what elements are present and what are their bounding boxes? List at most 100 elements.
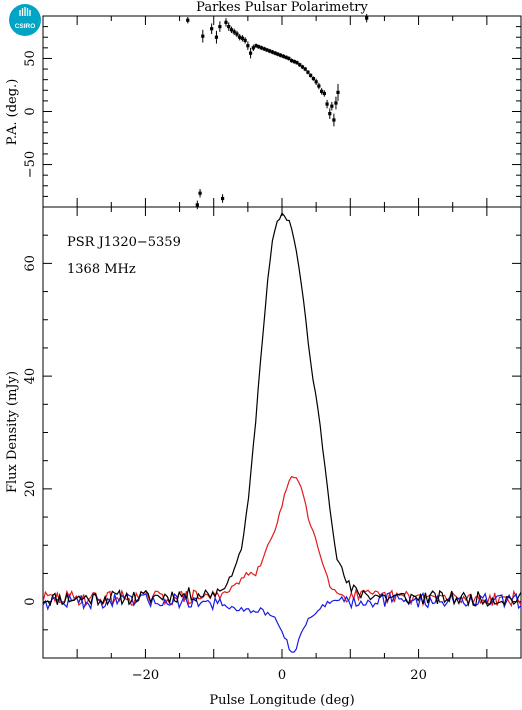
pa-y-tick-label: 50	[23, 50, 38, 67]
pa-point	[365, 13, 369, 23]
pa-point-marker	[309, 73, 313, 78]
pa-point-marker	[218, 25, 222, 29]
pa-point-marker	[210, 27, 214, 31]
pa-point	[276, 52, 280, 57]
pa-point-marker	[325, 102, 329, 106]
pa-point	[214, 30, 219, 44]
pa-point-marker	[276, 52, 280, 56]
pa-point	[332, 113, 336, 127]
flux-x-tick-label: 20	[410, 668, 427, 683]
pa-point	[235, 30, 239, 38]
pa-point-marker	[279, 53, 283, 57]
pa-point-marker	[292, 60, 296, 64]
pa-point-marker	[257, 45, 261, 49]
pa-point-marker	[270, 50, 275, 54]
pa-point-marker	[227, 25, 231, 29]
pa-point	[232, 28, 236, 36]
pa-point-marker	[229, 28, 234, 32]
pa-point-marker	[235, 32, 239, 36]
pa-point-marker	[320, 89, 324, 93]
pa-point	[306, 70, 310, 75]
pa-point	[246, 41, 250, 50]
pa-point	[303, 66, 307, 72]
pa-point-marker	[246, 44, 250, 48]
pa-point-marker	[311, 77, 316, 81]
flux-tick-labels: 0 20 40 60 −20 0 20	[23, 255, 427, 683]
pa-point	[186, 17, 190, 24]
pa-point-marker	[243, 38, 247, 43]
pa-point-marker	[334, 101, 338, 105]
pa-point-marker	[306, 70, 310, 74]
pa-point-marker	[330, 104, 334, 108]
csiro-logo-text: CSIRO	[15, 23, 36, 30]
pa-point	[279, 53, 283, 58]
pa-point-marker	[224, 20, 228, 24]
pa-point-marker	[198, 191, 202, 195]
pa-point-marker	[186, 18, 190, 22]
circular-polarisation-line	[42, 591, 522, 653]
pa-point-marker	[295, 61, 299, 65]
flux-axis-label: Flux Density (mJy)	[5, 371, 20, 493]
flux-y-tick-label: 60	[23, 255, 38, 272]
x-axis-label: Pulse Longitude (deg)	[209, 693, 354, 708]
csiro-logo: CSIRO	[9, 4, 41, 36]
pa-point	[198, 188, 202, 198]
pa-point-marker	[289, 58, 294, 63]
pa-point	[265, 47, 269, 53]
flux-y-tick-label: 20	[23, 481, 38, 498]
flux-y-tick-label: 40	[23, 368, 38, 385]
pa-point-marker	[195, 203, 199, 207]
pa-point-marker	[251, 46, 255, 50]
pa-point-marker	[248, 51, 253, 55]
pa-point-marker	[303, 67, 307, 71]
pa-point	[262, 46, 266, 52]
pa-panel-frame	[42, 15, 522, 208]
pa-point-marker	[259, 46, 264, 50]
pa-point-marker	[284, 55, 288, 59]
pa-point	[295, 60, 299, 65]
frequency-annotation: 1368 MHz	[67, 262, 136, 277]
pa-point	[220, 194, 225, 203]
pa-data-points	[186, 13, 369, 210]
pa-point	[257, 44, 261, 49]
pa-point-marker	[298, 63, 302, 67]
pa-point-marker	[214, 35, 219, 39]
pa-point	[298, 62, 302, 67]
position-angle-panel: −50 0 50 P.A. (deg.)	[5, 13, 522, 210]
pa-point	[210, 23, 214, 35]
pa-point	[254, 43, 258, 48]
pa-point	[240, 35, 244, 42]
pa-point	[259, 45, 264, 50]
pa-point-marker	[262, 47, 266, 51]
pa-point-marker	[317, 84, 321, 88]
pa-point	[201, 29, 205, 43]
pa-y-tick-label: −50	[23, 151, 38, 178]
pa-point	[300, 64, 305, 70]
pa-point-marker	[281, 54, 285, 58]
pa-point	[281, 54, 285, 59]
pa-point-marker	[220, 196, 225, 201]
pa-point	[336, 83, 340, 101]
pulsar-name-annotation: PSR J1320−5359	[67, 235, 181, 250]
pa-point	[238, 34, 242, 41]
pa-point-marker	[287, 56, 291, 61]
pa-point	[330, 101, 334, 111]
pa-point	[268, 48, 272, 54]
flux-x-tick-label: −20	[132, 668, 159, 683]
pa-point-marker	[254, 44, 258, 48]
pa-point-marker	[336, 90, 340, 94]
pa-point	[287, 56, 291, 61]
pa-tick-labels: −50 0 50	[23, 50, 38, 178]
pa-point	[309, 73, 313, 78]
pa-point	[289, 58, 294, 63]
pa-point	[218, 21, 222, 32]
pa-point-marker	[265, 48, 269, 52]
pa-point-marker	[238, 35, 242, 39]
pa-point	[229, 26, 234, 33]
pa-y-tick-label: 0	[23, 107, 38, 115]
pa-point-marker	[240, 36, 244, 40]
pa-point	[311, 76, 316, 81]
pa-point	[328, 108, 332, 119]
pa-point	[227, 22, 231, 31]
